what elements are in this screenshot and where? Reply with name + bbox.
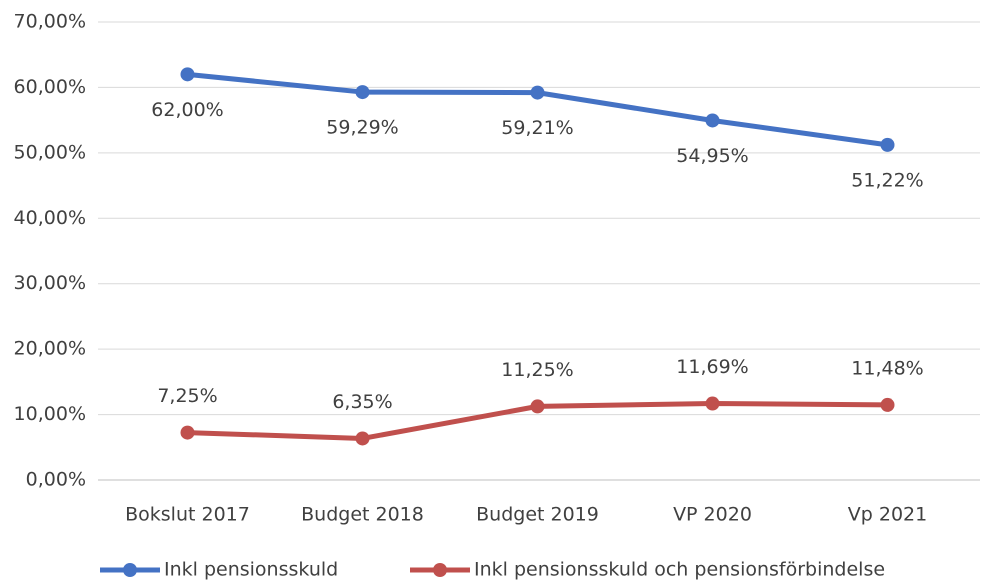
data-label: 54,95% — [676, 145, 748, 167]
x-tick-label: Budget 2018 — [301, 504, 424, 526]
legend-marker — [123, 563, 137, 577]
x-tick-label: Vp 2021 — [848, 504, 927, 526]
legend-marker — [433, 563, 447, 577]
data-point — [180, 425, 195, 440]
data-label: 59,21% — [501, 117, 573, 139]
y-tick-label: 50,00% — [14, 141, 86, 163]
data-label: 7,25% — [157, 385, 217, 407]
y-tick-label: 30,00% — [14, 272, 86, 294]
x-tick-label: Budget 2019 — [476, 504, 599, 526]
data-point — [355, 85, 370, 100]
data-point — [705, 396, 720, 411]
data-point — [880, 137, 895, 152]
data-label: 59,29% — [326, 117, 398, 139]
data-point — [530, 85, 545, 100]
data-label: 11,69% — [676, 356, 748, 378]
data-label: 11,48% — [851, 357, 923, 379]
data-point — [705, 113, 720, 128]
data-label: 11,25% — [501, 359, 573, 381]
data-label: 51,22% — [851, 169, 923, 191]
legend-label: Inkl pensionsskuld — [164, 559, 338, 581]
legend-label: Inkl pensionsskuld och pensionsförbindel… — [474, 559, 885, 581]
data-point — [180, 67, 195, 82]
y-tick-label: 70,00% — [14, 11, 86, 33]
data-label: 6,35% — [332, 391, 392, 413]
x-tick-label: Bokslut 2017 — [125, 504, 250, 526]
x-tick-label: VP 2020 — [673, 504, 752, 526]
data-point — [530, 399, 545, 414]
y-tick-label: 20,00% — [14, 338, 86, 360]
y-tick-label: 0,00% — [26, 469, 86, 491]
data-point — [880, 397, 895, 412]
y-tick-label: 40,00% — [14, 207, 86, 229]
data-point — [355, 431, 370, 446]
y-tick-label: 60,00% — [14, 76, 86, 98]
y-tick-label: 10,00% — [14, 403, 86, 425]
data-label: 62,00% — [151, 99, 223, 121]
